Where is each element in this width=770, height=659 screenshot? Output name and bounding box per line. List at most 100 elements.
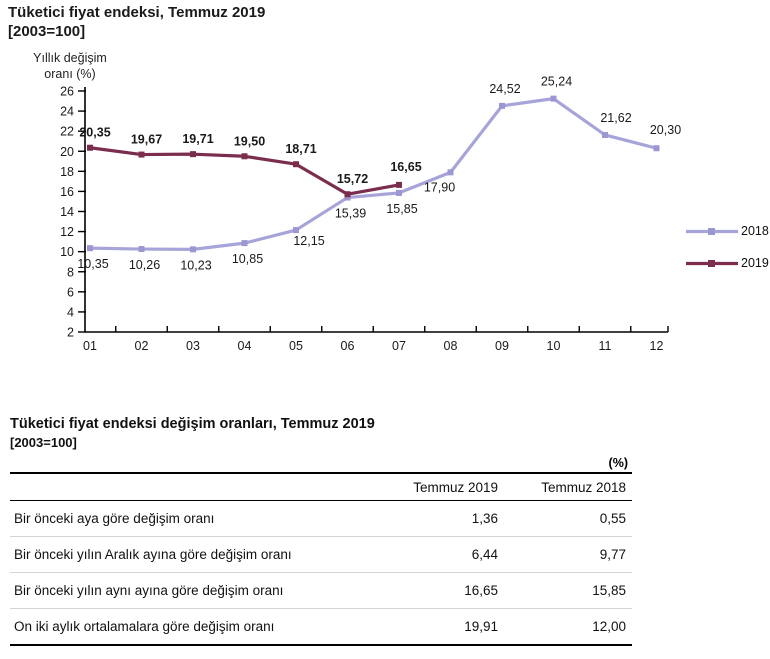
data-label-2018: 10,85 [232,252,263,266]
x-tick-label: 01 [83,339,97,353]
table-row: Bir önceki yılın Aralık ayına göre değiş… [10,537,632,573]
data-label-2018: 21,62 [600,111,631,125]
legend-label-2019: 2019 [741,256,769,270]
row-value-2019: 19,91 [464,619,498,634]
data-label-2019: 20,35 [79,126,110,140]
data-point-2018 [87,245,93,252]
table-row: Bir önceki aya göre değişim oranı 1,36 0… [10,501,632,537]
data-label-2019: 18,71 [285,142,316,156]
data-label-2018: 10,35 [77,257,108,271]
data-label-2018: 25,24 [541,75,572,89]
series-line-2018 [89,97,657,251]
y-tick-label: 2 [67,326,74,340]
x-tick-label: 03 [186,339,200,353]
table-subtitle: [2003=100] [10,435,77,450]
table-header-2018: Temmuz 2018 [541,479,626,495]
table-header-row: Temmuz 2019 Temmuz 2018 [10,474,632,501]
x-tick-label: 06 [341,339,355,353]
x-tick-label: 09 [495,339,509,353]
data-label-2018: 24,52 [489,82,520,96]
row-label: Bir önceki aya göre değişim oranı [14,511,215,526]
row-value-2018: 9,77 [599,547,626,562]
data-point-2019 [344,191,351,198]
y-tick-label: 18 [60,165,74,179]
legend-label-2018: 2018 [741,224,769,238]
data-point-2019 [293,161,299,168]
data-point-2019 [396,181,402,188]
legend-line-2019-icon [686,259,738,267]
table-header-2019: Temmuz 2019 [413,479,498,495]
y-tick-label: 8 [67,265,74,279]
cpi-change-table-section: Tüketici fiyat endeksi değişim oranları,… [10,415,632,646]
y-tick-label: 20 [60,145,74,159]
row-value-2018: 15,85 [592,583,626,598]
row-value-2018: 12,00 [592,619,626,634]
row-label: On iki aylık ortalamalara göre değişim o… [14,619,275,634]
table-title: Tüketici fiyat endeksi değişim oranları,… [10,416,375,432]
chart-title: Tüketici fiyat endeksi, Temmuz 2019 [2003… [8,3,265,41]
data-label-2019: 19,50 [234,134,265,148]
data-label-2019: 19,71 [182,132,213,146]
row-value-2019: 6,44 [471,547,498,562]
data-point-2019 [138,151,145,158]
y-tick-label: 24 [60,105,74,119]
data-label-2018: 12,15 [293,234,324,248]
table-row: Bir önceki yılın aynı ayına göre değişim… [10,573,632,609]
chart-title-line2: [2003=100] [8,23,86,40]
x-tick-label: 10 [547,339,561,353]
legend-item-2019: 2019 [686,253,769,273]
data-point-2018 [293,227,299,234]
data-point-2018 [602,131,608,138]
data-point-2018 [344,194,351,201]
legend-line-2018-icon [686,227,738,235]
data-point-2019 [241,153,248,160]
data-point-2019 [190,151,196,158]
data-point-2018 [138,246,145,253]
x-tick-label: 04 [238,339,252,353]
row-label: Bir önceki yılın aynı ayına göre değişim… [14,583,284,598]
table-unit-label: (%) [608,456,628,470]
legend-item-2018: 2018 [686,221,769,241]
data-point-2019 [87,144,93,151]
y-tick-label: 14 [60,205,74,219]
data-point-2018 [550,95,557,102]
data-label-2018: 15,39 [335,207,366,221]
y-tick-label: 22 [60,125,74,139]
data-point-2018 [241,240,248,247]
table-row: On iki aylık ortalamalara göre değişim o… [10,609,632,646]
data-point-2018 [190,246,196,253]
row-label: Bir önceki yılın Aralık ayına göre değiş… [14,547,292,562]
y-tick-label: 10 [60,245,74,259]
data-label-2018: 15,85 [386,202,417,216]
y-axis-label: Yıllık değişim oranı (%) [18,50,122,82]
x-tick-label: 02 [135,339,149,353]
x-tick-label: 07 [392,339,406,353]
y-tick-label: 16 [60,185,74,199]
row-value-2019: 1,36 [471,511,498,526]
x-tick-label: 11 [599,339,612,353]
y-tick-label: 6 [67,285,74,299]
y-tick-label: 12 [60,225,74,239]
data-label-2019: 16,65 [390,160,421,174]
data-point-2018 [653,145,660,152]
data-label-2018: 10,23 [180,258,211,272]
chart-title-line1: Tüketici fiyat endeksi, Temmuz 2019 [8,4,266,21]
y-tick-label: 26 [60,85,74,99]
row-value-2018: 0,55 [599,511,626,526]
y-tick-label: 4 [67,305,74,319]
data-label-2018: 20,30 [650,123,681,137]
data-label-2019: 19,67 [131,133,162,147]
data-point-2018 [447,169,454,176]
data-point-2018 [396,189,402,196]
x-tick-label: 08 [444,339,458,353]
data-label-2019: 15,72 [337,172,368,186]
x-tick-label: 12 [650,339,664,353]
x-tick-label: 05 [289,339,303,353]
data-point-2018 [499,102,505,109]
data-label-2018: 17,90 [424,180,455,194]
data-label-2018: 10,26 [129,258,160,272]
y-axis-label-line1: Yıllık değişim [33,51,107,65]
row-value-2019: 16,65 [464,583,498,598]
